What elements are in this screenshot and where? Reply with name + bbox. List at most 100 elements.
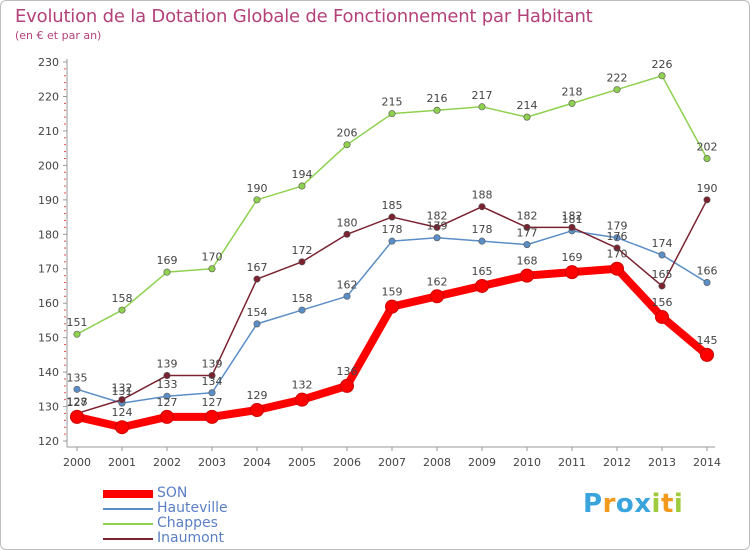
data-point-hauteville xyxy=(343,292,351,300)
legend-item-son: SON xyxy=(103,485,303,502)
data-label-son: 136 xyxy=(337,365,358,378)
data-point-inaumont xyxy=(568,223,576,231)
x-tick-label: 2007 xyxy=(378,456,406,469)
data-label-chappes: 215 xyxy=(382,96,403,109)
y-tick-label: 160 xyxy=(38,297,59,310)
data-point-chappes xyxy=(73,330,81,338)
data-label-hauteville: 134 xyxy=(202,375,223,388)
data-label-hauteville: 131 xyxy=(112,385,133,398)
data-label-hauteville: 179 xyxy=(427,220,448,233)
y-tick-label: 130 xyxy=(38,401,59,414)
x-tick-label: 2014 xyxy=(693,456,721,469)
data-label-inaumont: 182 xyxy=(562,209,583,222)
data-point-chappes xyxy=(568,99,576,107)
data-point-hauteville xyxy=(658,251,666,259)
data-label-hauteville: 178 xyxy=(472,223,493,236)
data-label-inaumont: 167 xyxy=(247,261,268,274)
legend-label-hauteville: Hauteville xyxy=(157,500,228,516)
data-label-chappes: 218 xyxy=(562,85,583,98)
data-label-son: 129 xyxy=(247,389,268,402)
data-label-son: 127 xyxy=(157,396,178,409)
data-point-son xyxy=(700,347,714,362)
data-point-son xyxy=(70,409,84,424)
logo-letter: P xyxy=(583,489,603,519)
x-tick-label: 2000 xyxy=(63,456,91,469)
data-label-chappes: 216 xyxy=(427,92,448,105)
data-label-chappes: 170 xyxy=(202,251,223,264)
data-point-chappes xyxy=(163,268,171,276)
data-label-son: 162 xyxy=(427,275,448,288)
legend-label-inaumont: Inaumont xyxy=(157,530,225,546)
x-tick-label: 2013 xyxy=(648,456,676,469)
data-label-hauteville: 135 xyxy=(67,371,88,384)
logo-letter: x xyxy=(634,489,652,519)
x-tick-label: 2004 xyxy=(243,456,271,469)
data-label-hauteville: 166 xyxy=(697,265,718,278)
data-label-hauteville: 179 xyxy=(607,220,628,233)
data-point-son xyxy=(250,402,264,417)
data-label-inaumont: 139 xyxy=(157,358,178,371)
data-label-chappes: 158 xyxy=(112,292,133,305)
data-point-son xyxy=(340,378,354,393)
data-point-hauteville xyxy=(703,279,711,287)
data-point-inaumont xyxy=(523,223,531,231)
data-label-son: 127 xyxy=(67,396,88,409)
data-label-chappes: 214 xyxy=(517,99,538,112)
data-label-chappes: 194 xyxy=(292,168,313,181)
data-point-hauteville xyxy=(73,385,81,393)
legend-label-chappes: Chappes xyxy=(157,515,218,531)
legend-item-hauteville: Hauteville xyxy=(103,500,303,517)
logo-letter: t xyxy=(660,489,674,519)
data-label-hauteville: 178 xyxy=(382,223,403,236)
data-point-hauteville xyxy=(208,389,216,397)
data-label-son: 170 xyxy=(607,248,628,261)
data-label-hauteville: 158 xyxy=(292,292,313,305)
legend-item-inaumont: Inaumont xyxy=(103,530,303,547)
data-point-son xyxy=(520,268,534,283)
chart-subtitle: (en € et par an) xyxy=(15,29,102,42)
data-point-chappes xyxy=(523,113,531,121)
data-point-chappes xyxy=(613,86,621,94)
logo-letter: r xyxy=(602,489,616,519)
data-point-inaumont xyxy=(208,372,216,380)
data-label-chappes: 217 xyxy=(472,89,493,102)
data-label-inaumont: 182 xyxy=(517,209,538,222)
x-tick-label: 2012 xyxy=(603,456,631,469)
data-point-inaumont xyxy=(658,282,666,290)
data-point-inaumont xyxy=(298,258,306,266)
legend-swatch-inaumont xyxy=(103,538,153,540)
data-point-inaumont xyxy=(433,223,441,231)
data-label-son: 169 xyxy=(562,251,583,264)
y-tick-label: 210 xyxy=(38,125,59,138)
y-tick-label: 120 xyxy=(38,435,59,448)
y-tick-label: 140 xyxy=(38,366,59,379)
data-label-chappes: 169 xyxy=(157,254,178,267)
x-tick-label: 2008 xyxy=(423,456,451,469)
chart-title: Evolution de la Dotation Globale de Fonc… xyxy=(15,6,593,27)
x-tick-label: 2001 xyxy=(108,456,136,469)
data-label-inaumont: 190 xyxy=(697,182,718,195)
data-point-inaumont xyxy=(703,196,711,204)
data-point-hauteville xyxy=(613,234,621,242)
data-point-inaumont xyxy=(343,230,351,238)
data-point-hauteville xyxy=(388,237,396,245)
legend-swatch-hauteville xyxy=(103,508,153,510)
y-tick-label: 200 xyxy=(38,159,59,172)
data-label-chappes: 206 xyxy=(337,127,358,140)
data-label-inaumont: 128 xyxy=(67,395,88,408)
data-point-chappes xyxy=(388,110,396,118)
data-point-chappes xyxy=(703,154,711,162)
data-label-hauteville: 154 xyxy=(247,306,268,319)
legend-label-son: SON xyxy=(157,485,188,501)
x-tick-label: 2010 xyxy=(513,456,541,469)
data-label-chappes: 151 xyxy=(67,316,88,329)
data-label-inaumont: 182 xyxy=(427,209,448,222)
data-label-son: 132 xyxy=(292,379,313,392)
data-label-inaumont: 180 xyxy=(337,216,358,229)
data-label-hauteville: 133 xyxy=(157,378,178,391)
data-label-inaumont: 172 xyxy=(292,244,313,257)
x-tick-label: 2002 xyxy=(153,456,181,469)
data-point-inaumont xyxy=(253,275,261,283)
